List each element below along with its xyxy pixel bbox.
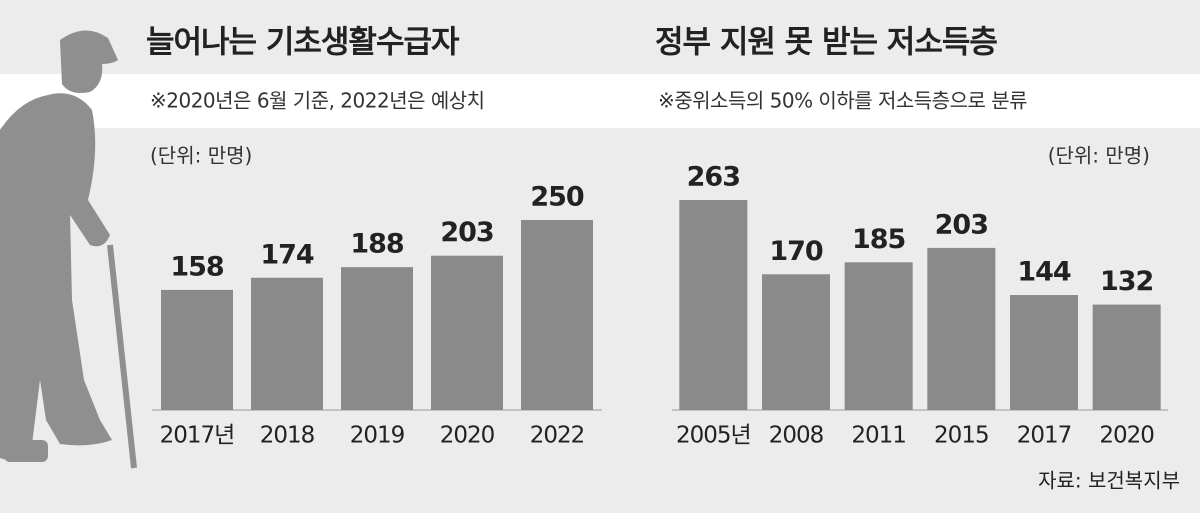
x-tick-label: 2020 [1099, 423, 1154, 449]
bar [521, 220, 593, 410]
foot [4, 440, 48, 462]
head [60, 30, 118, 93]
source: 자료: 보건복지부 [1038, 469, 1180, 493]
value-label: 185 [852, 224, 905, 255]
bar [161, 289, 233, 410]
x-tick-label: 2005년 [676, 423, 751, 449]
x-tick-label: 2015 [934, 423, 989, 449]
bar [341, 267, 413, 410]
x-tick-label: 2017년 [160, 423, 235, 449]
bar [1010, 295, 1078, 410]
x-tick-label: 2020 [440, 423, 495, 449]
bar [1092, 304, 1161, 410]
value-label: 132 [1100, 266, 1153, 297]
value-label: 144 [1017, 257, 1071, 288]
x-tick-label: 2022 [530, 423, 585, 449]
value-label: 263 [687, 162, 740, 193]
value-label: 188 [350, 229, 404, 260]
bar [251, 277, 323, 410]
x-tick-label: 2011 [851, 423, 906, 449]
unit-label: (단위: 만명) [1048, 144, 1150, 168]
x-tick-label: 2008 [769, 423, 824, 449]
elderly-silhouette [0, 30, 118, 462]
bar [927, 247, 996, 410]
chart-title: 정부 지원 못 받는 저소득층 [655, 25, 997, 61]
value-label: 174 [260, 239, 314, 270]
x-tick-label: 2019 [350, 423, 405, 449]
bar [762, 274, 830, 410]
subtitle-band [0, 74, 1200, 128]
bar [679, 200, 748, 410]
chart-subtitle: ※2020년은 6월 기준, 2022년은 예상치 [150, 89, 485, 113]
value-label: 203 [935, 209, 988, 240]
bar [431, 255, 503, 410]
cane [107, 244, 137, 469]
value-label: 158 [170, 251, 224, 282]
chart-subtitle: ※중위소득의 50% 이하를 저소득층으로 분류 [658, 89, 1027, 113]
unit-label: (단위: 만명) [150, 144, 252, 168]
x-tick-label: 2018 [260, 423, 315, 449]
value-label: 170 [769, 236, 823, 267]
x-tick-label: 2017 [1017, 423, 1072, 449]
value-label: 250 [530, 182, 584, 213]
chart-title: 늘어나는 기초생활수급자 [146, 25, 460, 61]
body [0, 93, 112, 461]
value-label: 203 [440, 217, 493, 248]
bar [844, 262, 913, 410]
